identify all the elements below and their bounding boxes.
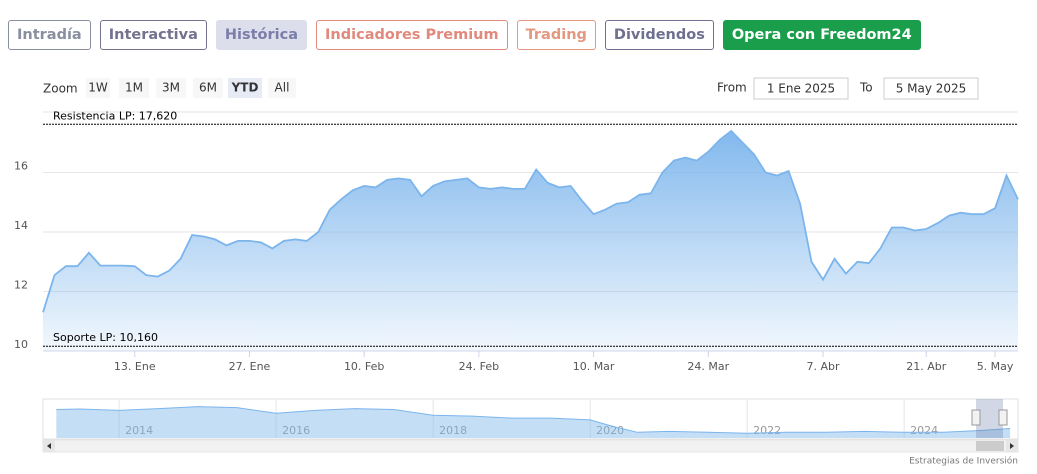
range-button[interactable] xyxy=(119,78,149,98)
range-button[interactable] xyxy=(268,78,296,98)
navigator-label: 2024 xyxy=(910,424,938,437)
scrollbar[interactable] xyxy=(42,439,1019,453)
arrow-right xyxy=(1010,443,1014,449)
tabs: Intradía Interactiva Histórica Indicadores … xyxy=(8,20,921,50)
x-tick-label: 7. Abr xyxy=(806,360,839,373)
to-label: To xyxy=(859,81,873,95)
plot-line-label: Resistencia LP: 17,620 xyxy=(53,109,177,122)
x-tick-label: 5. May xyxy=(977,360,1014,373)
range-button[interactable] xyxy=(228,78,262,98)
navigator-frame xyxy=(42,398,1019,440)
line xyxy=(42,129,1019,313)
x-tick-label: 24. Mar xyxy=(687,360,729,373)
credit: Estrategias de Inversión xyxy=(909,456,1018,467)
y-tick-label: 14 xyxy=(14,219,28,232)
line xyxy=(56,406,1011,434)
x-tick-label: 24. Feb xyxy=(459,360,499,373)
navigator-label: 2014 xyxy=(125,424,153,437)
tab[interactable]: Opera con Freedom24 xyxy=(722,20,921,50)
navigator-handle[interactable] xyxy=(971,409,981,426)
navigator-label: 2016 xyxy=(282,424,310,437)
scroll-thumb[interactable] xyxy=(976,441,1004,451)
range-button-label: 3M xyxy=(162,81,180,95)
x-tick-label: 27. Ene xyxy=(229,360,271,373)
arrow-left xyxy=(47,443,51,449)
area xyxy=(43,130,1018,351)
range-button[interactable] xyxy=(193,78,223,98)
navigator-label: 2022 xyxy=(753,424,781,437)
to-input[interactable] xyxy=(883,77,979,100)
range-button-label: 1M xyxy=(125,81,143,95)
x-tick-label: 13. Ene xyxy=(114,360,156,373)
range-button-label: All xyxy=(275,81,290,95)
range-button[interactable] xyxy=(156,78,186,98)
x-tick-label: 21. Abr xyxy=(906,360,946,373)
from-input[interactable] xyxy=(753,77,849,100)
navigator-label: 2018 xyxy=(439,424,467,437)
plot-line-label: Soporte LP: 10,160 xyxy=(53,331,158,344)
y-tick-label: 16 xyxy=(14,160,28,173)
y-tick-label: 10 xyxy=(14,338,28,351)
x-tick-label: 10. Mar xyxy=(573,360,615,373)
x-tick-label: 10. Feb xyxy=(344,360,384,373)
y-tick-label: 12 xyxy=(14,279,28,292)
tab[interactable]: Intradía xyxy=(8,20,91,50)
tab[interactable]: Interactiva xyxy=(99,20,207,50)
to-value: 5 May 2025 xyxy=(896,82,967,96)
zoom-label: Zoom xyxy=(43,82,78,96)
area xyxy=(56,406,1011,438)
tab[interactable]: Dividendos xyxy=(604,20,714,50)
navigator-handle[interactable] xyxy=(998,409,1008,426)
range-button-label: 6M xyxy=(199,81,217,95)
from-label: From xyxy=(717,81,747,95)
tab[interactable]: Indicadores Premium xyxy=(316,20,508,50)
tab[interactable]: Trading xyxy=(516,20,596,50)
range-button[interactable] xyxy=(86,78,110,98)
tab[interactable]: Histórica xyxy=(215,20,308,50)
range-button-label: YTD xyxy=(231,81,259,95)
from-value: 1 Ene 2025 xyxy=(767,82,835,96)
range-button-label: 1W xyxy=(88,81,108,95)
